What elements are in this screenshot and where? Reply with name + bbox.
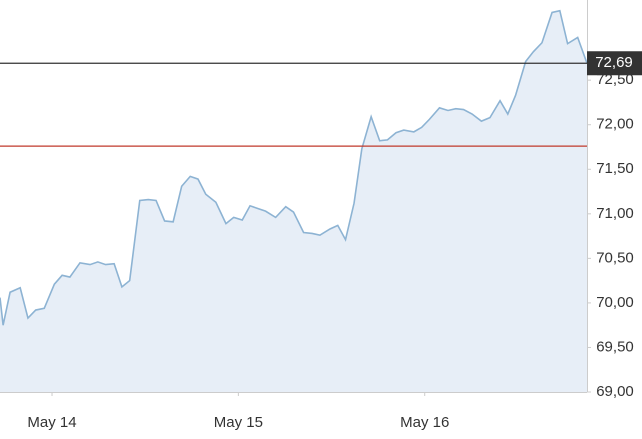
price-tag [587, 51, 642, 76]
area-fill [0, 10, 587, 392]
y-tick-label: 69,00 [596, 383, 634, 400]
x-tick-label: May 16 [400, 414, 449, 431]
x-tick-label: May 15 [214, 414, 263, 431]
y-tick-label: 72,00 [596, 116, 634, 133]
price-line [0, 9, 588, 326]
y-tick-label: 72,50 [596, 71, 634, 88]
y-tick-label: 71,00 [596, 205, 634, 222]
price-tag-label: 72,69 [595, 54, 633, 71]
x-tick-label: May 14 [27, 414, 76, 431]
y-tick-label: 71,50 [596, 160, 634, 177]
y-tick-label: 70,00 [596, 294, 634, 311]
y-tick-label: 70,50 [596, 249, 634, 266]
y-tick-label: 69,50 [596, 338, 634, 355]
